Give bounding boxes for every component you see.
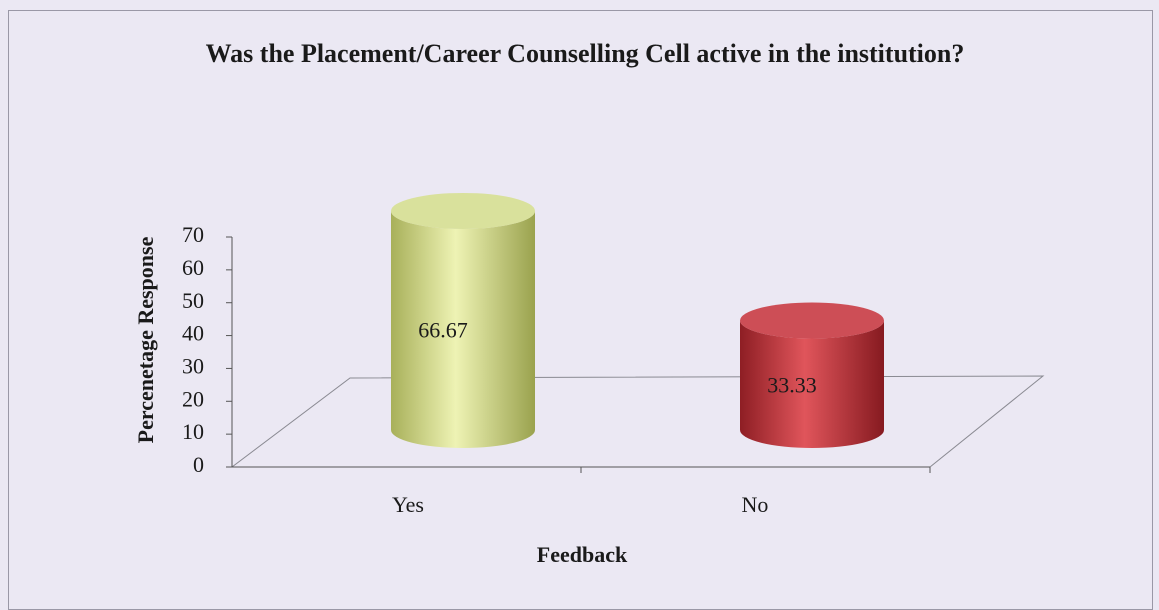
x-axis-label: Feedback	[537, 542, 628, 567]
y-tick-label: 10	[182, 419, 204, 444]
bar	[740, 320, 884, 448]
y-tick-label: 50	[182, 288, 204, 313]
y-tick-label: 20	[182, 386, 204, 411]
y-tick-label: 70	[182, 222, 204, 247]
x-tick-label: No	[742, 492, 769, 517]
y-tick-label: 60	[182, 255, 204, 280]
x-tick-label: Yes	[392, 492, 424, 517]
y-tick-label: 30	[182, 353, 204, 378]
y-tick-label: 40	[182, 321, 204, 346]
bar	[391, 210, 535, 448]
data-label: 33.33	[767, 372, 817, 397]
y-axis-label: Percenetage Response	[133, 236, 158, 443]
data-label: 66.67	[418, 318, 468, 343]
floor	[230, 375, 1045, 468]
bar-top	[391, 192, 535, 229]
y-tick-label: 0	[193, 452, 204, 477]
chart-title: Was the Placement/Career Counselling Cel…	[205, 39, 965, 68]
bar-top	[740, 302, 884, 339]
